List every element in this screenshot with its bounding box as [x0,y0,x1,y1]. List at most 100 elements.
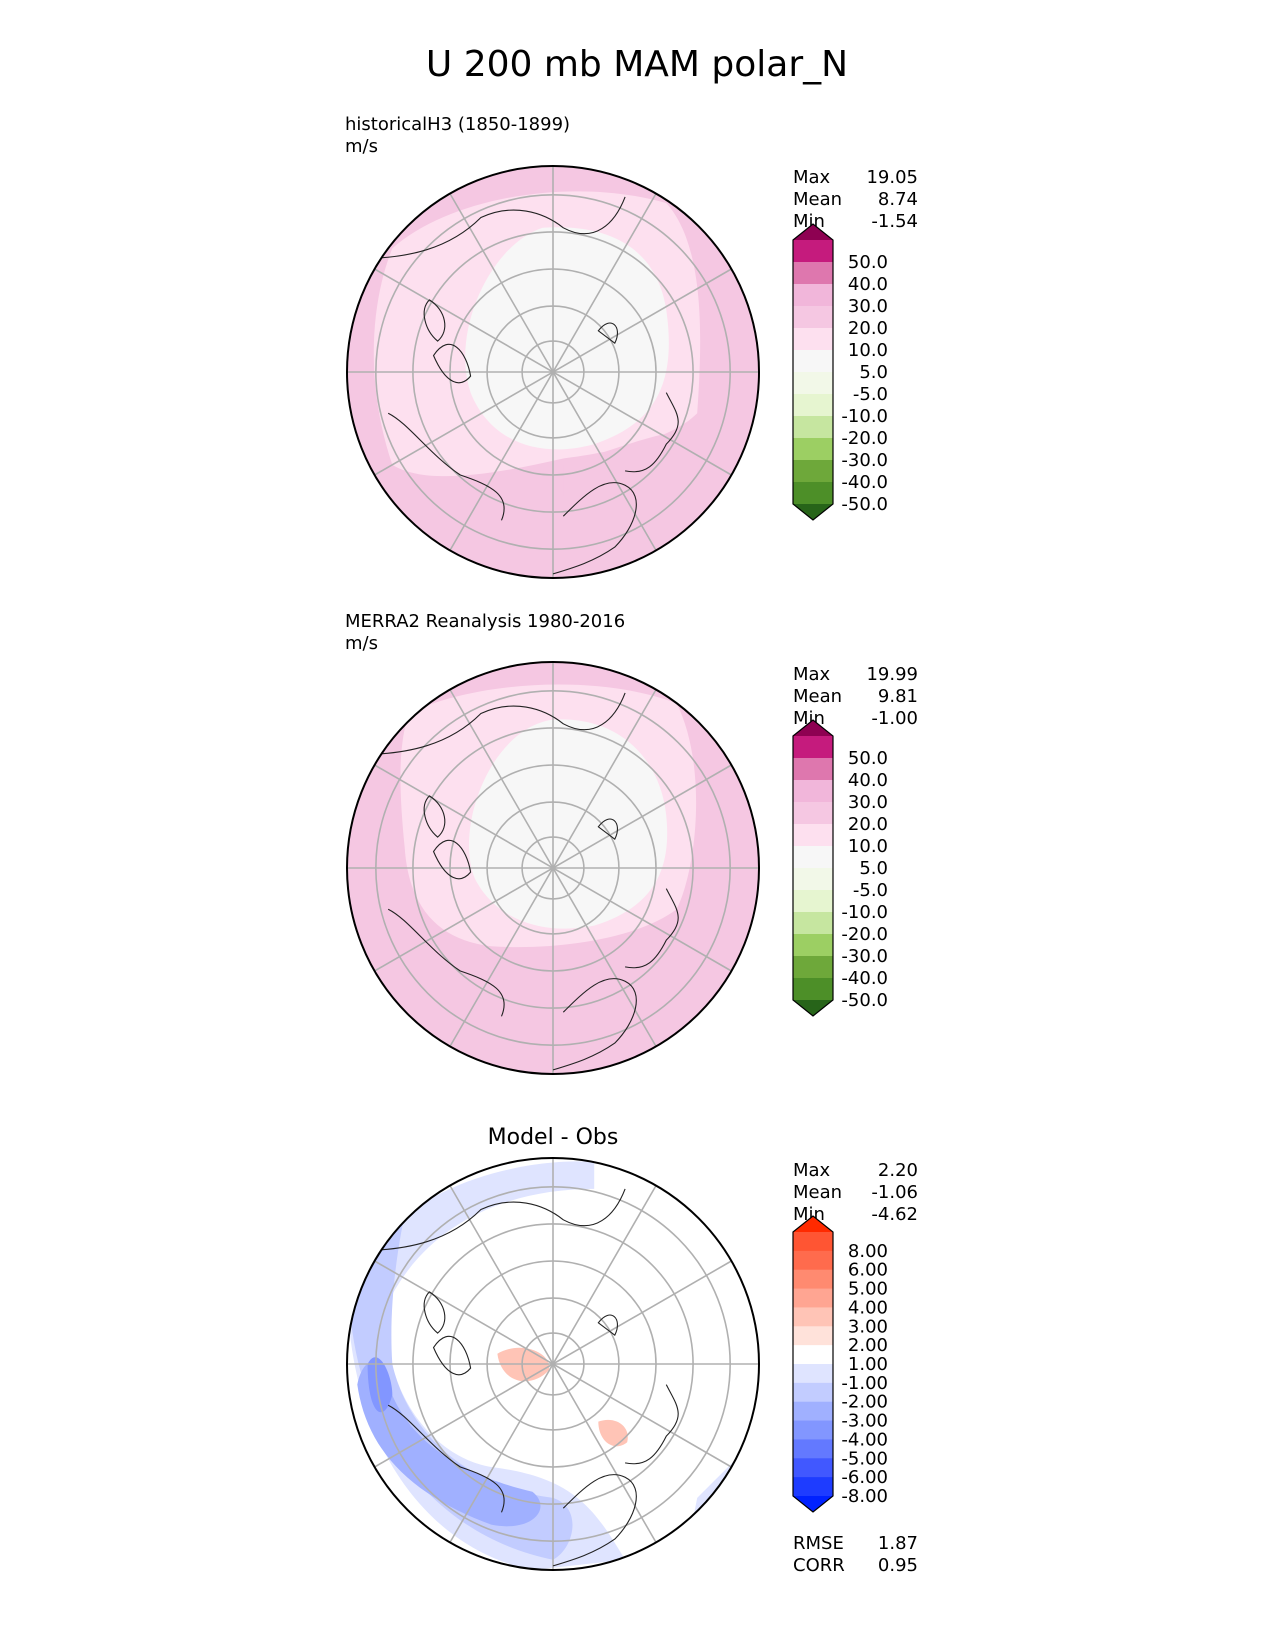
coastline [624,1384,679,1465]
stat-value: -1.00 [871,708,918,729]
colorbar-swatch [793,824,833,847]
colorbar-swatch [793,780,833,803]
contour-region [598,1419,628,1447]
coastline [552,1474,637,1567]
colorbar-swatch [793,394,833,417]
stat-label: Mean [793,189,842,210]
colorbar-swatch [793,1401,833,1422]
colorbar-tick-label: -30.0 [841,946,888,967]
colorbar-tick-label: -40.0 [841,472,888,493]
colorbar-swatch [793,328,833,351]
coastline [624,888,679,969]
colorbar-swatch [793,890,833,913]
colorbar-swatch [793,1326,833,1346]
colorbar: 8.006.005.004.003.002.001.00-1.00-2.00-3… [792,1215,888,1513]
panel-title: historicalH3 (1850-1899) [345,114,570,135]
colorbar-tick-label: -2.00 [841,1392,888,1413]
coastlines [357,196,679,575]
coastline [387,1404,505,1513]
map-fill-layer [347,1158,759,1570]
colorbar-swatch [793,438,833,461]
stat-value: 0.95 [878,1555,918,1576]
colorbar-tick-label: 40.0 [848,274,888,295]
colorbar: 50.040.030.020.010.05.0-5.0-10.0-20.0-30… [792,223,888,521]
stat-label: Mean [793,686,842,707]
map-boundary [346,1157,760,1571]
colorbar-swatch [793,868,833,891]
colorbar-swatch [793,306,833,329]
stat-label: Max [793,167,831,188]
colorbar-swatch [793,1439,833,1459]
colorbar-swatch [793,912,833,935]
colorbar-swatch [793,284,833,307]
coastline [423,795,446,838]
map-fill-layer [347,166,759,578]
coastline [432,343,472,384]
meridian-line [449,193,657,551]
colorbar-tick-label: 50.0 [848,252,888,273]
colorbar-tick-label: 5.0 [859,362,888,383]
colorbar-swatch [793,934,833,957]
colorbar-tick-label: 30.0 [848,792,888,813]
panel-units: m/s [345,633,378,654]
stat-value: 9.81 [878,686,918,707]
colorbar-swatch [793,262,833,285]
colorbar-outline [792,719,834,1017]
colorbar-swatch [793,1307,833,1327]
stat-label: CORR [793,1555,845,1576]
colorbar-swatch [793,1364,833,1384]
colorbar-swatch [793,736,833,759]
colorbar-swatch [793,1288,833,1308]
colorbar-swatch [793,416,833,439]
colorbar-swatch [793,802,833,825]
graticule [347,1158,759,1570]
stat-value: 19.05 [866,167,918,188]
stat-value: 1.87 [878,1533,918,1554]
stat-value: -4.62 [871,1204,918,1225]
stat-value: -1.06 [871,1182,918,1203]
coastline [432,1335,472,1376]
colorbar-tick-label: 50.0 [848,748,888,769]
colorbar-swatch [793,956,833,979]
colorbar-tick-label: 20.0 [848,814,888,835]
coastline [597,322,618,344]
colorbar-tick-label: -30.0 [841,450,888,471]
coastlines [357,1188,679,1567]
colorbar-swatch [793,482,833,505]
colorbar-tick-label: 40.0 [848,770,888,791]
colorbar-tick-label: -6.00 [841,1467,888,1488]
colorbar-tick-label: -4.00 [841,1429,888,1450]
colorbar-swatch [793,460,833,483]
colorbar-tick-label: 8.00 [848,1241,888,1262]
figure-title: U 200 mb MAM polar_N [426,44,848,85]
colorbar-swatch [793,758,833,781]
colorbar-tick-label: 1.00 [848,1354,888,1375]
colorbar-swatch [793,846,833,869]
stat-label: RMSE [793,1533,844,1554]
colorbar-tick-label: 2.00 [848,1335,888,1356]
panel-title: MERRA2 Reanalysis 1980-2016 [345,611,625,632]
colorbar-tick-label: 5.00 [848,1279,888,1300]
colorbar-swatch [793,1477,833,1497]
coastline [423,1291,446,1334]
contour-region [563,431,702,502]
coastline [357,196,626,260]
colorbar-extend-min [793,1000,833,1016]
coastline [597,1314,618,1336]
coastline [423,299,446,342]
colorbar-tick-label: -40.0 [841,968,888,989]
coastlines [357,692,679,1071]
colorbar-tick-label: -5.00 [841,1448,888,1469]
colorbar: 50.040.030.020.010.05.0-5.0-10.0-20.0-30… [792,719,888,1017]
coastline [432,839,472,880]
colorbar-tick-label: 20.0 [848,318,888,339]
colorbar-extend-min [793,1496,833,1512]
polar-map [346,1157,760,1571]
stat-value: 2.20 [878,1160,918,1181]
colorbar-extend-max [793,720,833,736]
meridian-line [449,689,657,1047]
colorbar-outline [792,223,834,521]
coastline [357,1188,626,1252]
